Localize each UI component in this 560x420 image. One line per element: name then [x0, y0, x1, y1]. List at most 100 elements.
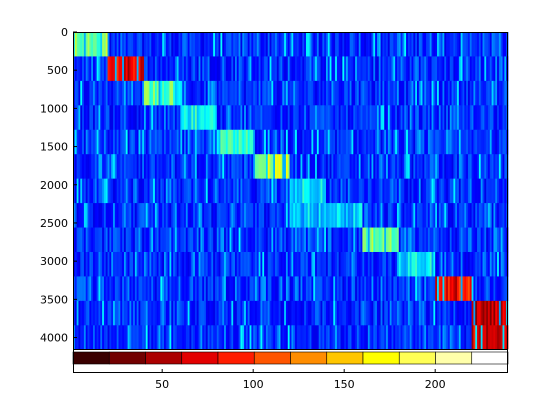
heatmap-cell: [433, 105, 436, 131]
heatmap-cell: [486, 105, 489, 131]
heatmap-cell: [389, 325, 392, 350]
heatmap-cell: [417, 105, 420, 131]
heatmap-cell: [142, 203, 145, 228]
heatmap-cell: [176, 251, 179, 277]
heatmap-cell: [116, 227, 119, 253]
heatmap-cell: [466, 203, 469, 228]
heatmap-cell: [435, 129, 438, 155]
heatmap-cell: [229, 56, 232, 82]
heatmap-cell: [140, 178, 143, 204]
heatmap-cell: [260, 300, 263, 326]
heatmap-cell: [202, 32, 205, 57]
heatmap-cell: [249, 32, 252, 57]
heatmap-cell: [325, 300, 329, 326]
heatmap-cell: [216, 203, 220, 228]
heatmap-cell: [460, 251, 463, 277]
heatmap-cell: [276, 32, 280, 57]
heatmap-cell: [174, 227, 178, 253]
heatmap-cell: [437, 154, 440, 180]
heatmap-cell: [74, 300, 78, 326]
heatmap-cell: [127, 251, 130, 277]
heatmap-cell: [80, 227, 83, 253]
heatmap-cell: [338, 325, 341, 350]
heatmap-cell: [502, 56, 505, 82]
heatmap-cell: [444, 154, 447, 180]
heatmap-cell: [458, 178, 462, 204]
heatmap-cell: [351, 129, 354, 155]
heatmap-cell: [344, 276, 347, 302]
heatmap-cell: [258, 80, 261, 106]
heatmap-cell: [76, 251, 79, 277]
heatmap-cell: [371, 178, 374, 204]
heatmap-cell: [189, 300, 192, 326]
heatmap-cell: [143, 227, 147, 253]
heatmap-cell: [285, 80, 289, 106]
heatmap-cell: [233, 105, 236, 131]
heatmap-cell: [96, 80, 99, 106]
heatmap-cells: [73, 32, 509, 350]
heatmap-cell: [469, 300, 472, 326]
heatmap-cell: [216, 300, 220, 326]
heatmap-cell: [262, 129, 265, 155]
heatmap-cell: [289, 105, 292, 131]
heatmap-cell: [293, 203, 296, 228]
heatmap-cell: [205, 56, 209, 82]
heatmap-cell: [371, 300, 374, 326]
heatmap-cell: [329, 276, 332, 302]
heatmap-cell: [353, 178, 356, 204]
heatmap-cell: [214, 276, 218, 302]
heatmap-cell: [94, 154, 98, 180]
heatmap-cell: [446, 300, 449, 326]
heatmap-cell: [356, 300, 360, 326]
heatmap-cell: [136, 203, 139, 228]
heatmap-cell: [433, 276, 436, 302]
heatmap-cell: [424, 56, 427, 82]
heatmap-cell: [204, 325, 207, 350]
heatmap-cell: [184, 105, 187, 131]
heatmap-cell: [167, 300, 170, 326]
heatmap-cell: [100, 251, 103, 277]
heatmap-cell: [353, 300, 356, 326]
heatmap-cell: [231, 56, 234, 82]
heatmap-cell: [455, 276, 458, 302]
heatmap-cell: [442, 80, 445, 106]
heatmap-cell: [380, 129, 383, 155]
heatmap-cell: [109, 227, 112, 253]
heatmap-cell: [451, 129, 454, 155]
heatmap-cell: [256, 154, 260, 180]
heatmap-cell: [198, 129, 201, 155]
heatmap-cell: [429, 129, 432, 155]
heatmap-cell: [123, 56, 127, 82]
heatmap-cell: [453, 178, 456, 204]
heatmap-cell: [467, 80, 471, 106]
heatmap-cell: [198, 276, 201, 302]
heatmap-cell: [85, 227, 88, 253]
heatmap-cell: [125, 325, 128, 350]
heatmap-cell: [176, 178, 179, 204]
heatmap-cell: [127, 154, 130, 180]
heatmap-cell: [307, 32, 311, 57]
heatmap-cell: [442, 325, 445, 350]
heatmap-cell: [127, 300, 130, 326]
heatmap-cell: [289, 178, 292, 204]
heatmap-cell: [418, 154, 422, 180]
heatmap-cell: [278, 325, 281, 350]
heatmap-cell: [331, 300, 334, 326]
heatmap-cell: [194, 325, 198, 350]
heatmap-cell: [285, 105, 289, 131]
heatmap-cell: [325, 178, 329, 204]
heatmap-cell: [342, 80, 345, 106]
heatmap-cell: [253, 251, 256, 277]
heatmap-cell: [164, 227, 167, 253]
heatmap-cell: [87, 325, 90, 350]
heatmap-cell: [415, 80, 418, 106]
heatmap-cell: [156, 325, 159, 350]
heatmap-cell: [351, 178, 354, 204]
heatmap-cell: [234, 56, 238, 82]
heatmap-cell: [133, 105, 136, 131]
heatmap-cell: [422, 227, 425, 253]
heatmap-cell: [111, 129, 114, 155]
heatmap-cell: [196, 154, 199, 180]
heatmap-cell: [295, 227, 298, 253]
heatmap-cell: [194, 32, 198, 57]
